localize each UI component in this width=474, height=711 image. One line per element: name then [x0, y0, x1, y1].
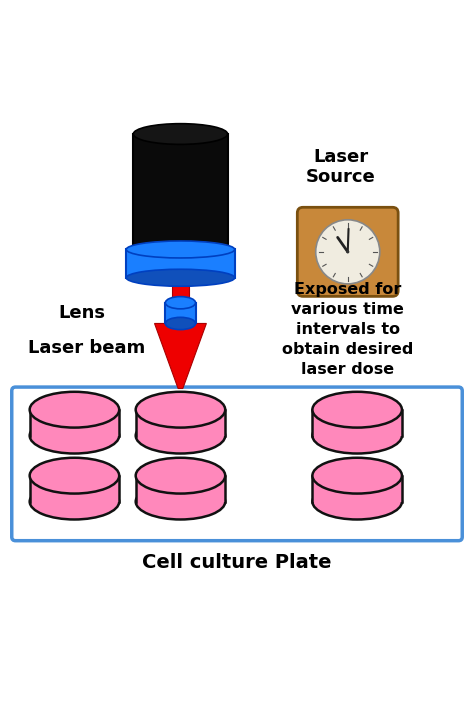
- Ellipse shape: [312, 483, 402, 520]
- Ellipse shape: [136, 392, 225, 427]
- Text: Exposed for
various time
intervals to
obtain desired
laser dose: Exposed for various time intervals to ob…: [282, 282, 413, 377]
- Polygon shape: [136, 410, 225, 436]
- Text: Cell culture Plate: Cell culture Plate: [142, 553, 332, 572]
- Polygon shape: [136, 476, 225, 501]
- Ellipse shape: [316, 220, 380, 284]
- Ellipse shape: [133, 124, 228, 144]
- Polygon shape: [133, 134, 228, 252]
- Ellipse shape: [165, 317, 196, 330]
- Ellipse shape: [312, 417, 402, 454]
- Ellipse shape: [136, 483, 225, 520]
- Polygon shape: [126, 250, 235, 278]
- Text: Laser
Source: Laser Source: [306, 148, 375, 186]
- Ellipse shape: [30, 417, 119, 454]
- Polygon shape: [30, 410, 119, 436]
- Ellipse shape: [312, 458, 402, 493]
- Ellipse shape: [136, 417, 225, 454]
- Ellipse shape: [346, 250, 349, 253]
- FancyBboxPatch shape: [297, 208, 398, 296]
- Text: Laser beam: Laser beam: [27, 339, 145, 358]
- Ellipse shape: [30, 483, 119, 520]
- Polygon shape: [312, 410, 402, 436]
- Ellipse shape: [30, 392, 119, 427]
- Ellipse shape: [30, 458, 119, 493]
- Ellipse shape: [126, 269, 235, 287]
- Text: Lens: Lens: [58, 304, 105, 322]
- Ellipse shape: [136, 458, 225, 493]
- FancyBboxPatch shape: [12, 387, 462, 540]
- Polygon shape: [312, 476, 402, 501]
- Polygon shape: [30, 476, 119, 501]
- Ellipse shape: [126, 241, 235, 258]
- Polygon shape: [172, 278, 189, 309]
- Ellipse shape: [312, 392, 402, 427]
- Ellipse shape: [133, 242, 228, 262]
- Polygon shape: [165, 303, 196, 324]
- Polygon shape: [155, 324, 206, 388]
- Ellipse shape: [165, 296, 196, 309]
